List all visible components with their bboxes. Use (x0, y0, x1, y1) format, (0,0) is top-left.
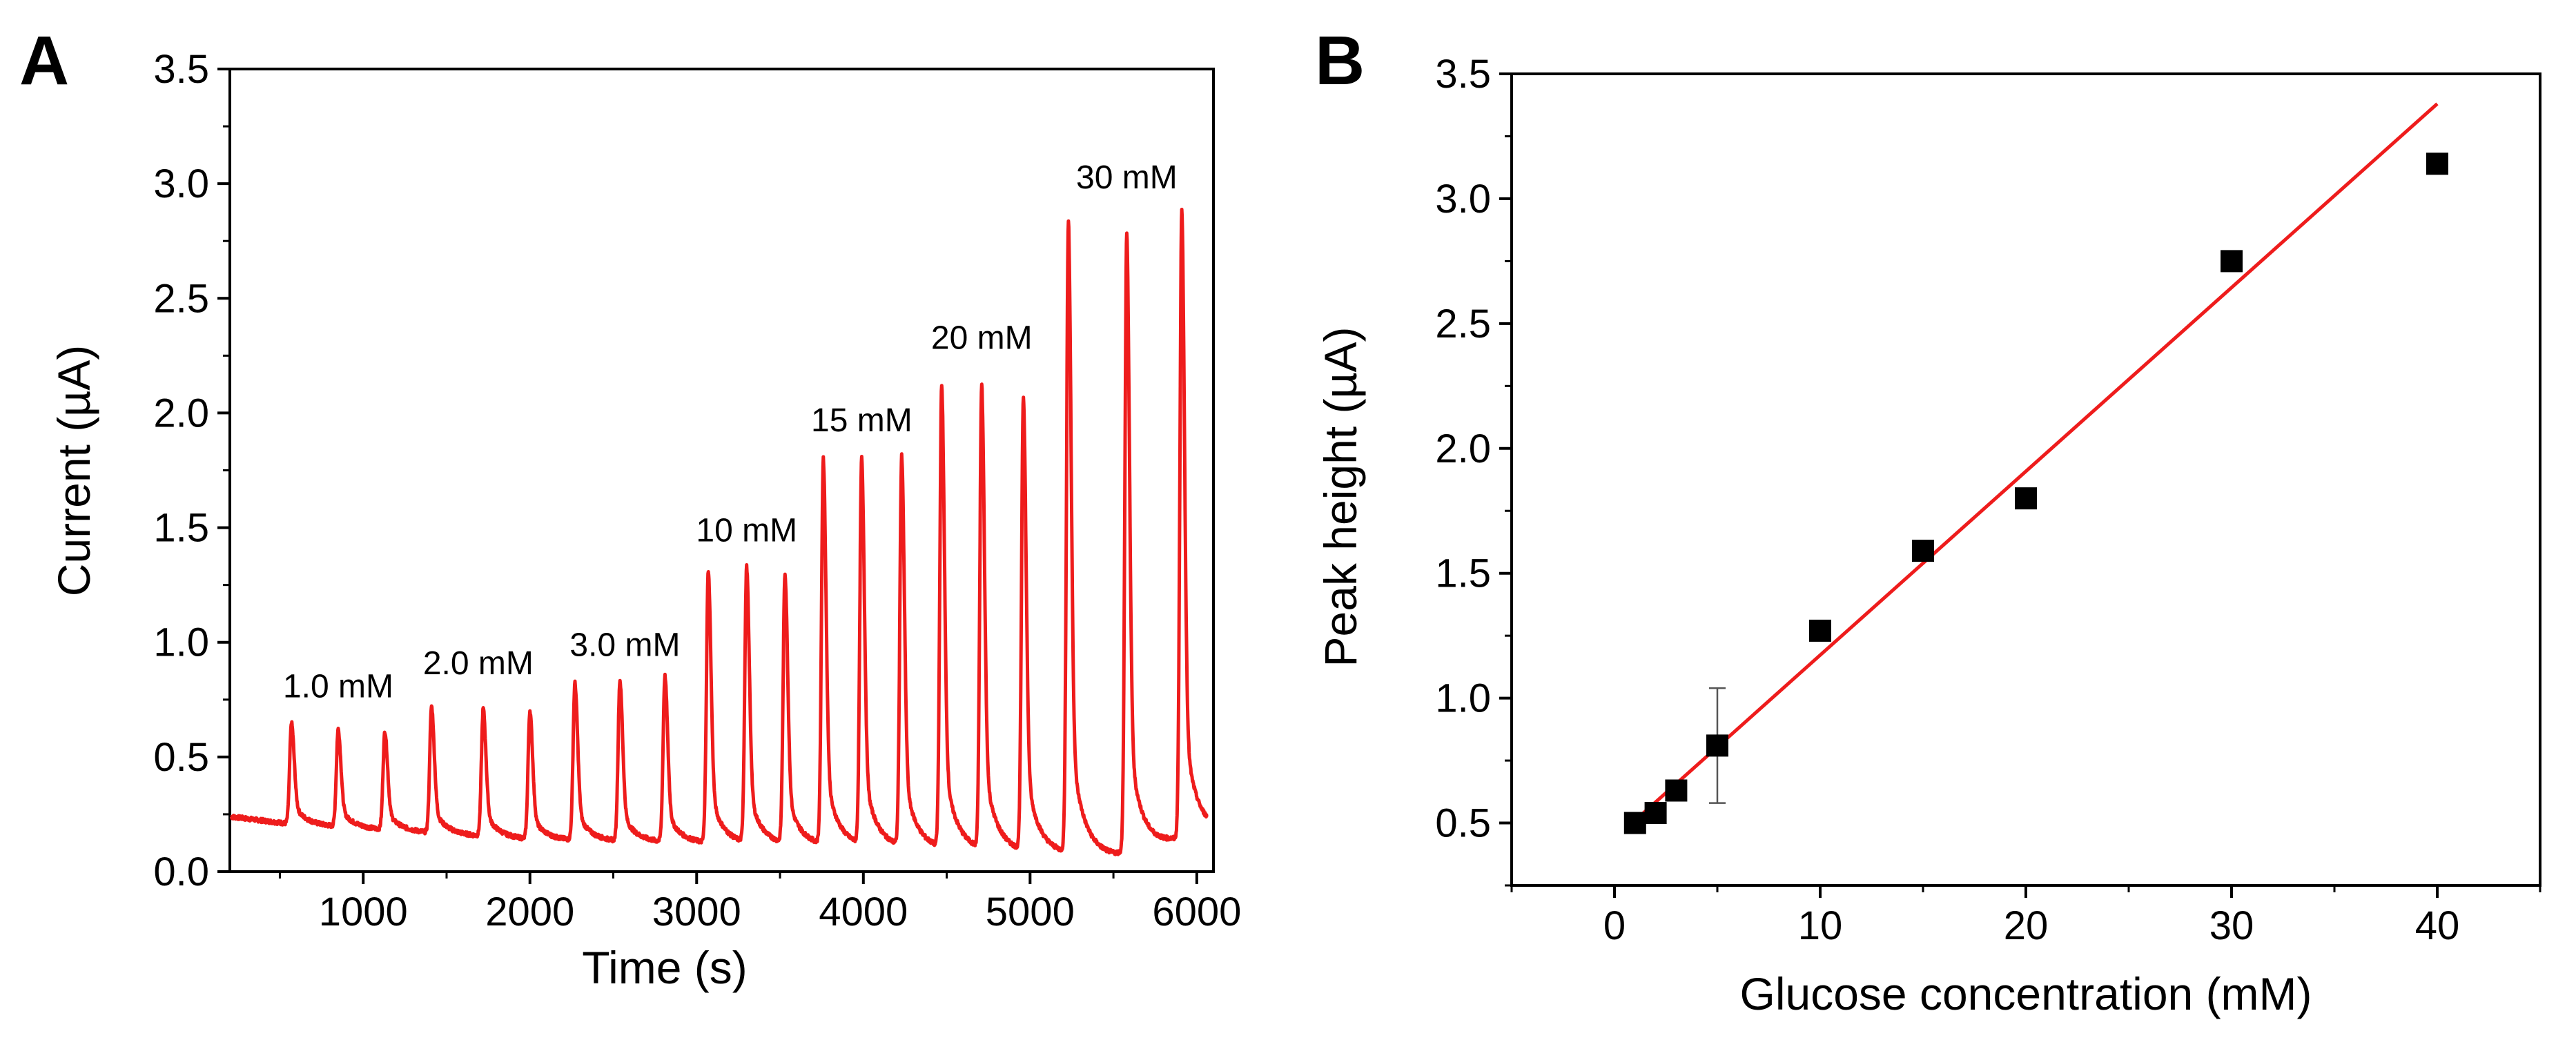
panel-b-x-ticks: 0 10 20 30 40 (1510, 885, 2541, 948)
panel-b-data-point (1644, 802, 1667, 825)
panel-a-y-tick-label: 1.0 (153, 620, 209, 665)
panel-a-y-tick-label: 2.0 (153, 391, 209, 435)
panel-a-y-tick-label: 3.0 (153, 161, 209, 206)
panel-a-x-tick-label: 5000 (986, 890, 1075, 934)
panel-a-x-tick-label: 1000 (319, 890, 408, 934)
panel-a-concentration-label: 1.0 mM (283, 668, 393, 705)
panel-a-concentration-label: 10 mM (696, 513, 797, 549)
panel-a-x-tick-label: 2000 (485, 890, 574, 934)
panel-b-y-axis-title: Peak height (µA) (1315, 327, 1366, 667)
panel-a-y-tick-label: 1.5 (153, 506, 209, 551)
panel-b-x-tick-label: 10 (1798, 903, 1843, 948)
panel-b-data-point (2015, 487, 2037, 510)
panel-a-x-tick-label: 6000 (1152, 890, 1241, 934)
panel-a-y-axis-title: Current (µA) (48, 345, 99, 596)
panel-a-annotations: 1.0 mM 2.0 mM 3.0 mM 10 mM 15 mM 20 mM 30 mM (283, 159, 1178, 705)
panel-a-y-tick-label: 0.0 (153, 850, 209, 894)
panel-a-x-tick-label: 3000 (652, 890, 741, 934)
panel-b-x-axis-title: Glucose concentration (mM) (1740, 968, 2312, 1019)
panel-b-y-tick-label: 2.0 (1435, 426, 1491, 471)
panel-a-concentration-label: 20 mM (931, 320, 1033, 356)
panel-b-y-tick-label: 1.0 (1435, 676, 1491, 721)
panel-b-letter: B (1315, 22, 1365, 99)
panel-a-concentration-label: 3.0 mM (569, 627, 680, 664)
panel-a: A 0.0 0.5 1.0 1.5 2.0 2.5 3.0 3.5 1000 2000 3000 4… (19, 22, 1241, 993)
panel-a-current-trace (229, 208, 1209, 856)
panel-a-y-tick-label: 3.5 (153, 47, 209, 92)
panel-a-x-tick-label: 4000 (819, 890, 908, 934)
panel-b-x-tick-label: 30 (2209, 903, 2254, 948)
panel-b-y-tick-label: 3.0 (1435, 177, 1491, 222)
panel-b-x-tick-label: 20 (2004, 903, 2049, 948)
panel-a-x-ticks: 1000 2000 3000 4000 5000 6000 (278, 872, 1241, 934)
panel-a-y-tick-label: 0.5 (153, 735, 209, 780)
panel-b-y-tick-label: 1.5 (1435, 551, 1491, 596)
panel-a-concentration-label: 15 mM (811, 402, 913, 439)
panel-a-concentration-label: 2.0 mM (423, 645, 534, 682)
panel-a-y-tick-label: 2.5 (153, 276, 209, 321)
panel-b-y-tick-label: 0.5 (1435, 801, 1491, 846)
panel-b-y-tick-label: 2.5 (1435, 302, 1491, 346)
panel-b-x-tick-label: 40 (2415, 903, 2460, 948)
panel-b-data-point (1623, 812, 1646, 834)
panel-b-data-point (2426, 153, 2448, 175)
panel-a-concentration-label: 30 mM (1076, 159, 1178, 196)
panel-b-data-point (2221, 250, 2243, 273)
panel-b-data-points (1623, 153, 2448, 834)
panel-b-data-point (1665, 779, 1688, 802)
panel-b-data-point (1809, 619, 1831, 642)
panel-a-y-ticks: 0.0 0.5 1.0 1.5 2.0 2.5 3.0 3.5 (153, 47, 230, 894)
panel-a-x-axis-title: Time (s) (582, 942, 748, 993)
panel-b-linear-fit (1634, 102, 2439, 822)
panel-b-x-tick-label: 0 (1603, 903, 1626, 948)
panel-a-letter: A (19, 22, 69, 99)
panel-b-y-ticks: 0.5 1.0 1.5 2.0 2.5 3.0 3.5 (1435, 52, 1512, 887)
panel-b-plot-frame (1510, 72, 2541, 887)
panel-b-data-point (1706, 734, 1728, 757)
panel-b: B 0.5 1.0 1.5 2.0 2.5 3.0 3.5 0 10 20 30 40 Peak h… (1315, 22, 2541, 1019)
panel-b-y-tick-label: 3.5 (1435, 52, 1491, 97)
panel-b-data-point (1912, 540, 1934, 562)
